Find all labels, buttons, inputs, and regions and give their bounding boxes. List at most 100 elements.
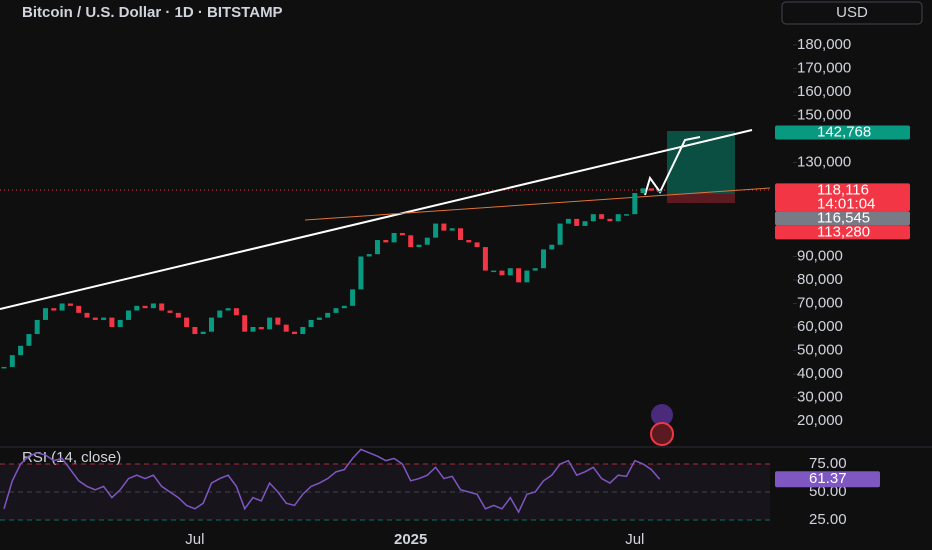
price-label: 113,280 [817,223,870,240]
candle [200,331,206,335]
y-tick-label: 50,000 [797,341,843,358]
candle [449,228,455,231]
candle [292,331,297,335]
x-tick-label: Jul [625,531,644,548]
price-label: 142,768 [817,123,871,140]
target-zone [667,131,735,194]
y-tick-label: 75.00 [809,455,847,472]
y-tick-label: 90,000 [797,247,843,264]
candle [399,232,405,236]
rsi-title: RSI (14, close) [22,449,121,466]
candle [582,221,588,226]
candle [383,240,389,243]
candle [466,240,472,243]
candle [233,308,239,316]
candle [43,308,48,320]
candle [101,317,107,320]
rsi-value-bg [775,471,880,488]
candle [126,310,131,320]
candle [1,366,7,369]
candle [640,188,646,194]
icon[interactable] [650,422,674,446]
candle [565,218,571,224]
price-label: 116,545 [817,209,870,226]
candle [549,244,555,250]
candle [491,270,497,273]
candle [167,310,173,313]
x-tick-label: Jul [185,531,204,548]
y-tick-label: 80,000 [797,271,843,288]
candle [18,345,24,356]
candle [325,312,331,318]
candle [150,303,156,309]
candle [574,218,580,226]
y-tick-label: 25.00 [809,511,847,528]
candle [615,214,621,222]
candle [92,317,98,320]
candle [499,270,505,276]
candle [192,326,198,335]
candle [159,303,165,311]
price-label-bg [775,183,910,212]
y-tick-label: 30,000 [797,388,843,405]
candle [350,289,356,306]
candle [117,319,123,327]
currency[interactable]: USD [836,4,868,21]
rsi-value: 61.37 [809,470,847,487]
candle [632,193,638,215]
rsi-line [3,448,661,514]
y-tick-label: 160,000 [797,83,851,100]
y-tick-label: 40,000 [797,365,843,382]
candle [142,305,148,309]
y-tick-label: 180,000 [797,36,851,53]
candle [26,334,32,346]
candle [433,223,439,238]
candle [134,305,140,311]
candle [300,326,306,335]
icon[interactable] [651,404,673,426]
candle [541,249,546,269]
candle [507,268,513,276]
candle [590,214,596,222]
candle [624,214,629,216]
price-label: 118,116 [817,181,869,198]
candle [532,268,538,271]
candle [275,317,281,325]
candle [51,308,57,311]
y-tick-label: 70,000 [797,294,843,311]
candle [217,310,223,318]
candle [175,312,181,318]
candle [316,317,322,320]
candle [408,235,414,248]
y-tick-label: 150,000 [797,106,851,123]
candle [524,270,530,283]
candle [209,317,214,332]
candle [599,214,605,219]
candle [657,190,663,193]
price-label-bg [775,211,910,226]
candle [441,223,447,231]
chart-title: Bitcoin / U.S. Dollar · 1D · BITSTAMP [22,4,283,21]
candle [607,218,613,222]
y-tick-label: 170,000 [797,59,851,76]
candle [358,256,364,290]
candle [333,308,339,313]
currency-button[interactable] [781,1,923,25]
candle [341,305,347,309]
stop-zone [667,194,735,203]
candle [283,324,289,332]
y-tick-label: 60,000 [797,318,843,335]
trendline [0,129,753,310]
x-tick-label: 2025 [394,531,427,548]
candle [84,312,90,318]
candle [308,319,314,327]
candle [375,240,380,255]
candle [516,268,522,283]
countdown: 14:01:04 [817,195,875,212]
y-tick-label: 20,000 [797,412,843,429]
candle [366,254,372,257]
candle [225,308,231,311]
